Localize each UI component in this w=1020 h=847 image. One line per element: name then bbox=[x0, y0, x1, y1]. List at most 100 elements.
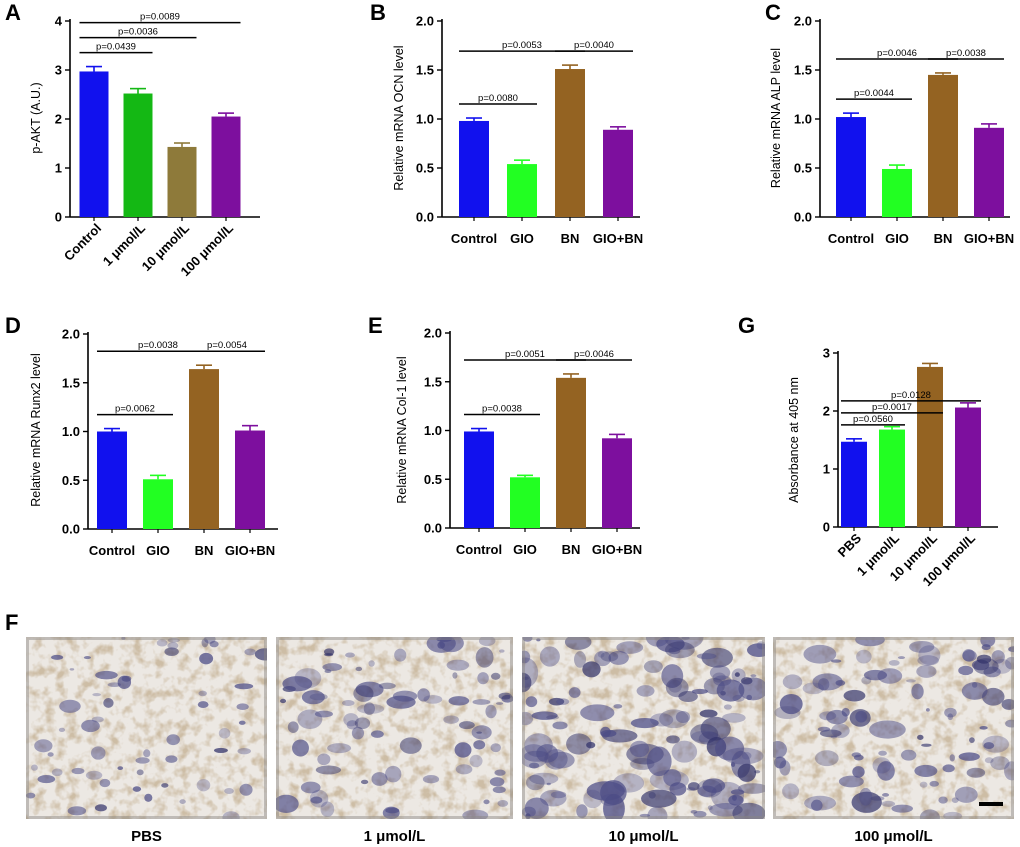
category-label: Control bbox=[451, 231, 497, 246]
panel-letter: G bbox=[738, 313, 755, 338]
alp-stain-spot bbox=[812, 673, 843, 691]
panel-letter: B bbox=[370, 0, 386, 25]
alp-stain-spot bbox=[817, 726, 831, 732]
category-label: Control bbox=[828, 231, 874, 246]
alp-stain-spot bbox=[810, 799, 823, 811]
alp-stain-spot bbox=[51, 768, 63, 777]
alp-stain-spot bbox=[179, 799, 186, 804]
alp-stain-spot bbox=[546, 715, 560, 720]
p-value-label: p=0.0089 bbox=[140, 12, 180, 23]
alp-stain-spot bbox=[475, 647, 494, 668]
alp-stain-spot bbox=[843, 689, 866, 702]
alp-stain-spot bbox=[961, 682, 988, 700]
alp-stain-spot bbox=[921, 743, 932, 747]
alp-stain-spot bbox=[600, 729, 617, 737]
p-value-label: p=0.0040 bbox=[574, 40, 614, 51]
alp-stain-spot bbox=[452, 672, 458, 679]
alp-stain-spot bbox=[343, 713, 359, 727]
y-axis-label: p-AKT (A.U.) bbox=[29, 82, 43, 153]
alp-stain-spot bbox=[669, 782, 687, 796]
y-axis-label: Relative mRNA Runx2 level bbox=[29, 353, 43, 507]
bar-a-0 bbox=[79, 71, 109, 217]
p-value-label: p=0.0036 bbox=[118, 27, 158, 38]
chart-panel-d: D Relative mRNA Runx2 level 0.0 0.5 1.0 1.5 2.… bbox=[5, 313, 278, 558]
alp-stain-spot bbox=[287, 721, 299, 733]
y-tick-label: 0.5 bbox=[416, 161, 434, 176]
alp-stain-spot bbox=[608, 650, 629, 665]
alp-stain-spot bbox=[877, 668, 903, 684]
y-tick-label: 1 bbox=[823, 462, 830, 477]
alp-stain-spot bbox=[417, 688, 430, 702]
alp-stain-spot bbox=[723, 704, 732, 710]
bar-d-1 bbox=[143, 479, 173, 529]
bar-e-2 bbox=[556, 377, 586, 528]
alp-stain-spot bbox=[830, 735, 838, 739]
category-label: Control bbox=[89, 543, 135, 558]
p-value-label: p=0.0053 bbox=[502, 40, 542, 51]
alp-stain-spot bbox=[144, 793, 153, 802]
alp-stain-spot bbox=[594, 650, 612, 667]
alp-stain-spot bbox=[728, 794, 744, 806]
alp-stain-spot bbox=[919, 809, 940, 819]
alp-stain-spot bbox=[276, 794, 299, 813]
alp-stain-spot bbox=[740, 677, 753, 685]
bar-d-3 bbox=[235, 430, 265, 529]
alp-stain-spot bbox=[690, 809, 698, 814]
alp-stain-spot bbox=[982, 687, 1005, 706]
alp-stain-spot bbox=[218, 727, 231, 739]
alp-stain-spot bbox=[900, 749, 917, 761]
alp-stain-spot bbox=[697, 785, 717, 797]
alp-stain-spot bbox=[462, 809, 489, 819]
alp-stain-spot bbox=[422, 775, 440, 784]
alp-stain-spot bbox=[342, 699, 355, 706]
alp-stain-spot bbox=[117, 766, 124, 771]
alp-stain-spot bbox=[882, 793, 890, 797]
panel-letter: D bbox=[5, 313, 21, 338]
alp-stain-spot bbox=[495, 702, 504, 705]
micrograph-image bbox=[26, 637, 267, 819]
alp-stain-spot bbox=[909, 640, 935, 653]
alp-stain-spot bbox=[292, 739, 309, 757]
alp-stain-spot bbox=[490, 743, 501, 753]
alp-stain-spot bbox=[439, 637, 464, 653]
alp-stain-spot bbox=[485, 704, 497, 719]
alp-stain-spot bbox=[213, 747, 228, 753]
alp-stain-spot bbox=[687, 782, 700, 791]
bar-b-2 bbox=[555, 69, 585, 218]
alp-stain-spot bbox=[121, 637, 126, 640]
category-label: GIO bbox=[510, 231, 534, 246]
alp-stain-spot bbox=[869, 720, 906, 739]
alp-stain-spot bbox=[161, 783, 169, 788]
alp-stain-spot bbox=[919, 781, 928, 788]
scale-bar bbox=[979, 802, 1003, 806]
alp-stain-spot bbox=[855, 637, 885, 647]
y-tick-label: 0.0 bbox=[794, 210, 812, 225]
alp-stain-spot bbox=[37, 775, 56, 784]
p-value-label: p=0.0054 bbox=[207, 340, 247, 351]
bar-c-0 bbox=[836, 117, 866, 217]
alp-stain-spot bbox=[237, 748, 251, 755]
alp-stain-spot bbox=[477, 672, 489, 685]
bar-a-2 bbox=[167, 146, 197, 217]
alp-stain-spot bbox=[730, 789, 745, 795]
bar-c-3 bbox=[974, 127, 1004, 217]
alp-stain-spot bbox=[357, 703, 385, 714]
micrograph-label: 10 μmol/L bbox=[608, 828, 678, 845]
alp-stain-spot bbox=[782, 783, 800, 800]
micrograph-label: 1 μmol/L bbox=[364, 828, 426, 845]
alp-stain-spot bbox=[715, 736, 745, 761]
y-axis-label: Relative mRNA ALP level bbox=[769, 48, 783, 188]
y-tick-label: 0 bbox=[55, 210, 62, 225]
alp-stain-spot bbox=[499, 649, 505, 653]
y-tick-label: 0.0 bbox=[62, 522, 80, 537]
alp-stain-spot bbox=[67, 806, 87, 816]
alp-stain-spot bbox=[1005, 719, 1014, 728]
bar-g-0 bbox=[841, 441, 867, 527]
y-tick-label: 1.5 bbox=[416, 63, 434, 78]
alp-stain-spot bbox=[732, 802, 765, 819]
p-value-label: p=0.0038 bbox=[482, 404, 522, 415]
category-label: GIO+BN bbox=[964, 231, 1014, 246]
p-value-label: p=0.0062 bbox=[115, 404, 155, 415]
y-tick-label: 1.5 bbox=[62, 375, 80, 390]
alp-stain-spot bbox=[877, 761, 895, 781]
